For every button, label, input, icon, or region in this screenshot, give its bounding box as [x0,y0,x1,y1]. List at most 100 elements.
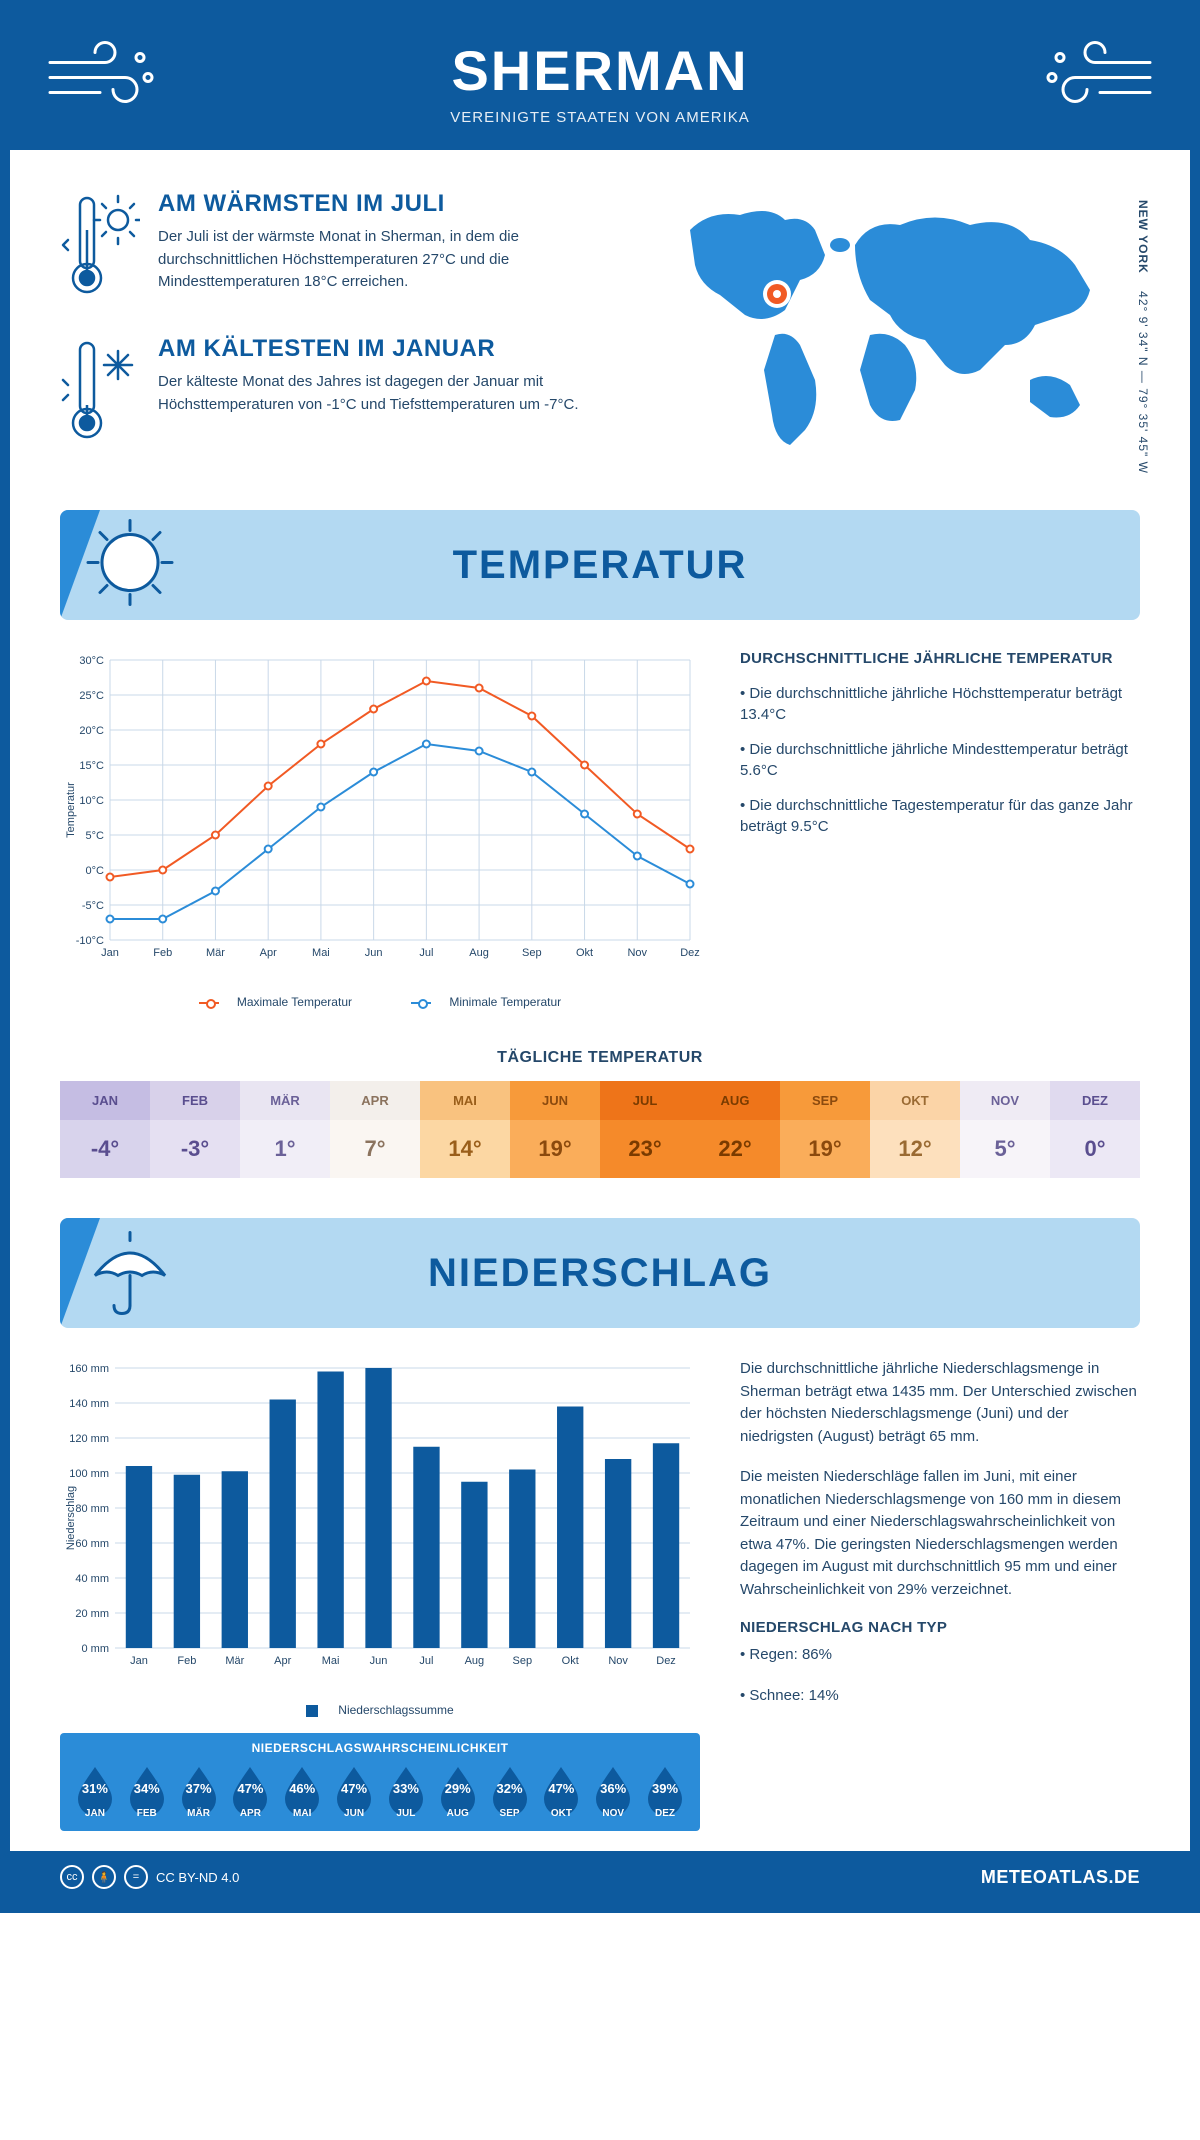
daily-cell: JUL 23° [600,1081,690,1178]
svg-text:Mär: Mär [206,947,225,959]
coldest-title: AM KÄLTESTEN IM JANUAR [158,335,630,363]
warmest-title: AM WÄRMSTEN IM JULI [158,190,630,218]
svg-text:Mai: Mai [322,1655,340,1667]
probability-drop: 37%MÄR [174,1763,224,1819]
svg-text:Mai: Mai [312,947,330,959]
svg-text:Okt: Okt [562,1655,579,1667]
svg-text:Nov: Nov [608,1655,628,1667]
svg-text:Temperatur: Temperatur [65,782,77,838]
page: SHERMAN VEREINIGTE STAATEN VON AMERIKA A… [0,0,1200,1913]
svg-text:Mär: Mär [225,1655,244,1667]
probability-drop: 47%OKT [536,1763,586,1819]
umbrella-icon [80,1221,180,1326]
svg-text:5°C: 5°C [86,830,105,842]
svg-text:Jun: Jun [365,947,383,959]
svg-text:Dez: Dez [680,947,700,959]
footer: cc 🧍 = CC BY-ND 4.0 METEOATLAS.DE [10,1851,1190,1903]
precipitation-chart: 0 mm20 mm40 mm60 mm80 mm100 mm120 mm140 … [60,1358,700,1698]
probability-drop: 29%AUG [433,1763,483,1819]
probability-drop: 34%FEB [122,1763,172,1819]
probability-drop: 32%SEP [485,1763,535,1819]
svg-text:Niederschlag: Niederschlag [65,1486,77,1550]
thermometer-sun-icon [60,190,140,305]
svg-text:Jul: Jul [419,1655,433,1667]
svg-text:25°C: 25°C [79,690,104,702]
probability-drop: 39%DEZ [640,1763,690,1819]
daily-cell: MÄR 1° [240,1081,330,1178]
daily-cell: AUG 22° [690,1081,780,1178]
svg-text:0 mm: 0 mm [82,1643,110,1655]
svg-text:Jun: Jun [370,1655,388,1667]
temperature-legend: Maximale Temperatur Minimale Temperatur [60,995,700,1009]
temperature-summary: DURCHSCHNITTLICHE JÄHRLICHE TEMPERATUR •… [740,650,1140,1009]
probability-drop: 33%JUL [381,1763,431,1819]
cc-icon: cc [60,1865,84,1889]
license: cc 🧍 = CC BY-ND 4.0 [60,1865,239,1889]
svg-text:120 mm: 120 mm [69,1433,109,1445]
svg-text:80 mm: 80 mm [75,1503,109,1515]
probability-drop: 36%NOV [588,1763,638,1819]
daily-cell: JUN 19° [510,1081,600,1178]
probability-drop: 47%JUN [329,1763,379,1819]
daily-cell: DEZ 0° [1050,1081,1140,1178]
svg-text:-5°C: -5°C [82,900,104,912]
daily-temp-grid: JAN -4°FEB -3°MÄR 1°APR 7°MAI 14°JUN 19°… [60,1081,1140,1178]
svg-text:Jan: Jan [130,1655,148,1667]
warmest-text: Der Juli ist der wärmste Monat in Sherma… [158,226,630,294]
precipitation-summary: Die durchschnittliche jährliche Niedersc… [740,1358,1140,1831]
nd-icon: = [124,1865,148,1889]
temperature-title: TEMPERATUR [60,543,1140,588]
probability-drop: 31%JAN [70,1763,120,1819]
world-map: NEW YORK 42° 9' 34" N — 79° 35' 45" W [660,190,1140,480]
daily-cell: SEP 19° [780,1081,870,1178]
svg-text:Jan: Jan [101,947,119,959]
svg-text:20 mm: 20 mm [75,1608,109,1620]
header: SHERMAN VEREINIGTE STAATEN VON AMERIKA [10,10,1190,150]
svg-text:Apr: Apr [274,1655,291,1667]
svg-text:Aug: Aug [465,1655,485,1667]
svg-text:160 mm: 160 mm [69,1363,109,1375]
warmest-block: AM WÄRMSTEN IM JULI Der Juli ist der wär… [60,190,630,305]
svg-text:100 mm: 100 mm [69,1468,109,1480]
daily-cell: JAN -4° [60,1081,150,1178]
sun-icon [80,513,180,618]
country-subtitle: VEREINIGTE STAATEN VON AMERIKA [10,109,1190,126]
daily-cell: MAI 14° [420,1081,510,1178]
svg-text:Feb: Feb [153,947,172,959]
location-marker [763,280,791,308]
temperature-banner: TEMPERATUR [60,510,1140,620]
svg-text:Nov: Nov [627,947,647,959]
thermometer-snow-icon [60,335,140,450]
svg-text:Sep: Sep [513,1655,533,1667]
intro-section: AM WÄRMSTEN IM JULI Der Juli ist der wär… [10,150,1190,510]
svg-text:0°C: 0°C [86,865,105,877]
brand-name: METEOATLAS.DE [981,1867,1140,1888]
daily-temp-title: TÄGLICHE TEMPERATUR [10,1049,1190,1067]
precipitation-banner: NIEDERSCHLAG [60,1218,1140,1328]
daily-cell: APR 7° [330,1081,420,1178]
probability-drop: 46%MAI [277,1763,327,1819]
svg-text:Dez: Dez [656,1655,676,1667]
coldest-text: Der kälteste Monat des Jahres ist dagege… [158,371,630,416]
coldest-block: AM KÄLTESTEN IM JANUAR Der kälteste Mona… [60,335,630,450]
probability-box: NIEDERSCHLAGSWAHRSCHEINLICHKEIT 31%JAN 3… [60,1733,700,1831]
svg-text:60 mm: 60 mm [75,1538,109,1550]
city-title: SHERMAN [10,38,1190,103]
svg-text:Jul: Jul [419,947,433,959]
daily-cell: FEB -3° [150,1081,240,1178]
precipitation-legend: Niederschlagssumme [60,1703,700,1717]
by-icon: 🧍 [92,1865,116,1889]
svg-text:Aug: Aug [469,947,489,959]
svg-text:20°C: 20°C [79,725,104,737]
svg-text:140 mm: 140 mm [69,1398,109,1410]
svg-text:10°C: 10°C [79,795,104,807]
probability-drop: 47%APR [225,1763,275,1819]
daily-cell: NOV 5° [960,1081,1050,1178]
svg-text:Sep: Sep [522,947,542,959]
temperature-chart: -10°C-5°C0°C5°C10°C15°C20°C25°C30°CJanFe… [60,650,700,1009]
coordinates: NEW YORK 42° 9' 34" N — 79° 35' 45" W [1136,200,1150,474]
svg-text:Feb: Feb [177,1655,196,1667]
precipitation-title: NIEDERSCHLAG [60,1251,1140,1296]
svg-text:Okt: Okt [576,947,593,959]
daily-cell: OKT 12° [870,1081,960,1178]
